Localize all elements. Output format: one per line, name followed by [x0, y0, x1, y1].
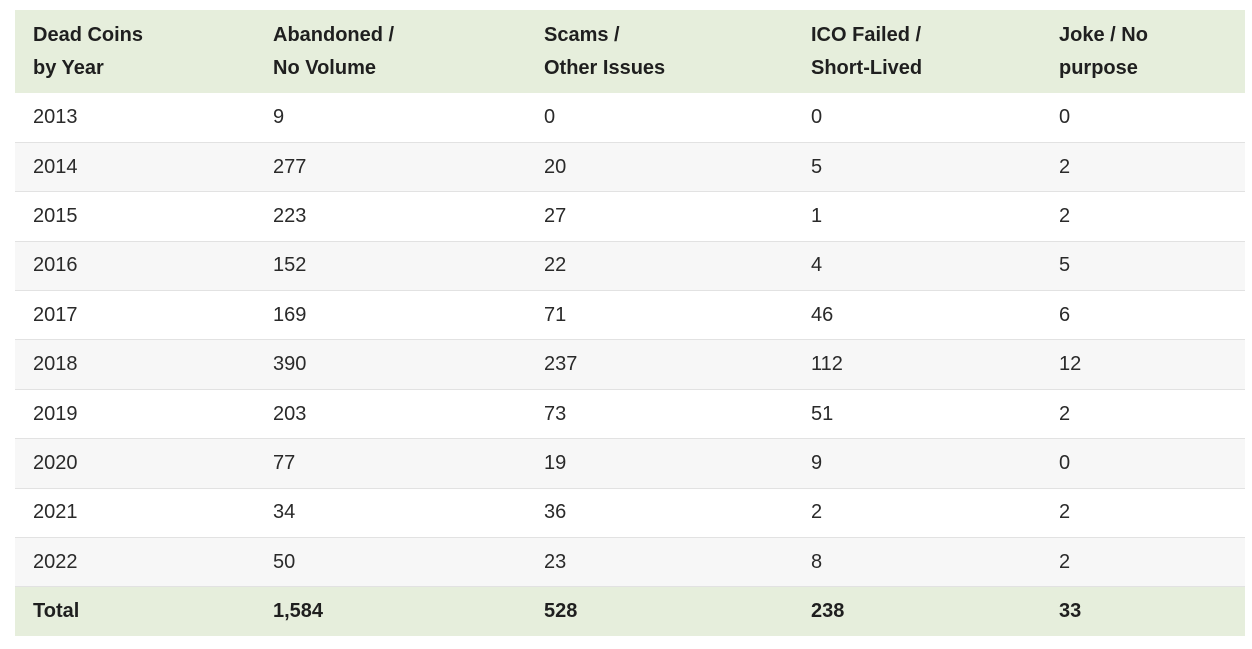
table-row: 2019 203 73 51 2 — [15, 389, 1245, 439]
cell-ico-failed: 4 — [811, 254, 823, 277]
cell-joke: 0 — [1059, 451, 1071, 474]
header-ico-failed: ICO Failed / Short-Lived — [811, 23, 923, 79]
table-row: 2022 50 23 8 2 — [15, 537, 1245, 587]
header-abandoned: Abandoned / No Volume — [273, 23, 395, 79]
cell-scams: 237 — [544, 353, 578, 376]
total-ico-failed: 238 — [811, 600, 845, 623]
cell-ico-failed: 51 — [811, 402, 834, 425]
cell-scams: 20 — [544, 155, 567, 178]
cell-abandoned: 152 — [273, 254, 307, 277]
cell-ico-failed: 8 — [811, 550, 823, 573]
cell-year: 2019 — [33, 402, 78, 425]
cell-year: 2022 — [33, 550, 78, 573]
cell-scams: 71 — [544, 303, 567, 326]
table-row: 2021 34 36 2 2 — [15, 488, 1245, 538]
cell-ico-failed: 5 — [811, 155, 823, 178]
cell-year: 2020 — [33, 451, 78, 474]
table-row: 2016 152 22 4 5 — [15, 241, 1245, 291]
cell-joke: 12 — [1059, 353, 1082, 376]
cell-joke: 6 — [1059, 303, 1071, 326]
cell-scams: 22 — [544, 254, 567, 277]
total-label: Total — [33, 600, 80, 623]
cell-abandoned: 9 — [273, 105, 285, 128]
table-body: 2013 9 0 0 0 2014 277 20 5 2 2015 223 27… — [15, 93, 1245, 587]
cell-abandoned: 50 — [273, 550, 296, 573]
table-row: 2015 223 27 1 2 — [15, 191, 1245, 242]
header-joke: Joke / No purpose — [1059, 23, 1148, 79]
table-footer: Total 1,584 528 238 33 — [15, 586, 1245, 636]
cell-abandoned: 277 — [273, 155, 307, 178]
cell-abandoned: 203 — [273, 402, 307, 425]
table-row: 2017 169 71 46 6 — [15, 290, 1245, 340]
cell-joke: 2 — [1059, 204, 1071, 227]
total-scams: 528 — [544, 600, 578, 623]
table-row: 2013 9 0 0 0 — [15, 93, 1245, 143]
cell-joke: 5 — [1059, 254, 1071, 277]
cell-ico-failed: 0 — [811, 105, 823, 128]
cell-joke: 2 — [1059, 501, 1071, 524]
cell-year: 2016 — [33, 254, 78, 277]
cell-joke: 2 — [1059, 402, 1071, 425]
cell-scams: 36 — [544, 501, 567, 524]
cell-abandoned: 34 — [273, 501, 296, 524]
cell-scams: 0 — [544, 105, 556, 128]
cell-scams: 73 — [544, 402, 567, 425]
total-abandoned: 1,584 — [273, 600, 324, 623]
cell-ico-failed: 2 — [811, 501, 823, 524]
cell-abandoned: 390 — [273, 353, 307, 376]
cell-joke: 0 — [1059, 105, 1071, 128]
cell-year: 2017 — [33, 303, 78, 326]
cell-year: 2013 — [33, 105, 78, 128]
header-year: Dead Coins by Year — [33, 23, 144, 79]
cell-abandoned: 223 — [273, 204, 307, 227]
cell-ico-failed: 112 — [811, 353, 843, 376]
total-joke: 33 — [1059, 600, 1082, 623]
cell-abandoned: 169 — [273, 303, 307, 326]
cell-scams: 27 — [544, 204, 567, 227]
cell-ico-failed: 9 — [811, 451, 823, 474]
cell-year: 2015 — [33, 204, 78, 227]
cell-abandoned: 77 — [273, 451, 296, 474]
table-row: 2018 390 237 112 12 — [15, 339, 1245, 390]
cell-year: 2014 — [33, 155, 78, 178]
cell-joke: 2 — [1059, 155, 1071, 178]
table-header: Dead Coins by Year Abandoned / No Volume… — [15, 10, 1245, 93]
cell-scams: 23 — [544, 550, 567, 573]
dead-coins-table: Dead Coins by Year Abandoned / No Volume… — [15, 10, 1245, 636]
table-row: 2020 77 19 9 0 — [15, 438, 1245, 489]
total-row: Total 1,584 528 238 33 — [15, 586, 1245, 636]
cell-year: 2018 — [33, 353, 78, 376]
cell-ico-failed: 1 — [811, 204, 823, 227]
cell-joke: 2 — [1059, 550, 1071, 573]
header-scams: Scams / Other Issues — [544, 23, 666, 79]
cell-year: 2021 — [33, 501, 78, 524]
header-row: Dead Coins by Year Abandoned / No Volume… — [15, 10, 1245, 93]
cell-scams: 19 — [544, 451, 567, 474]
cell-ico-failed: 46 — [811, 303, 834, 326]
table-row: 2014 277 20 5 2 — [15, 142, 1245, 192]
dead-coins-table-container: Dead Coins by Year Abandoned / No Volume… — [15, 10, 1245, 636]
